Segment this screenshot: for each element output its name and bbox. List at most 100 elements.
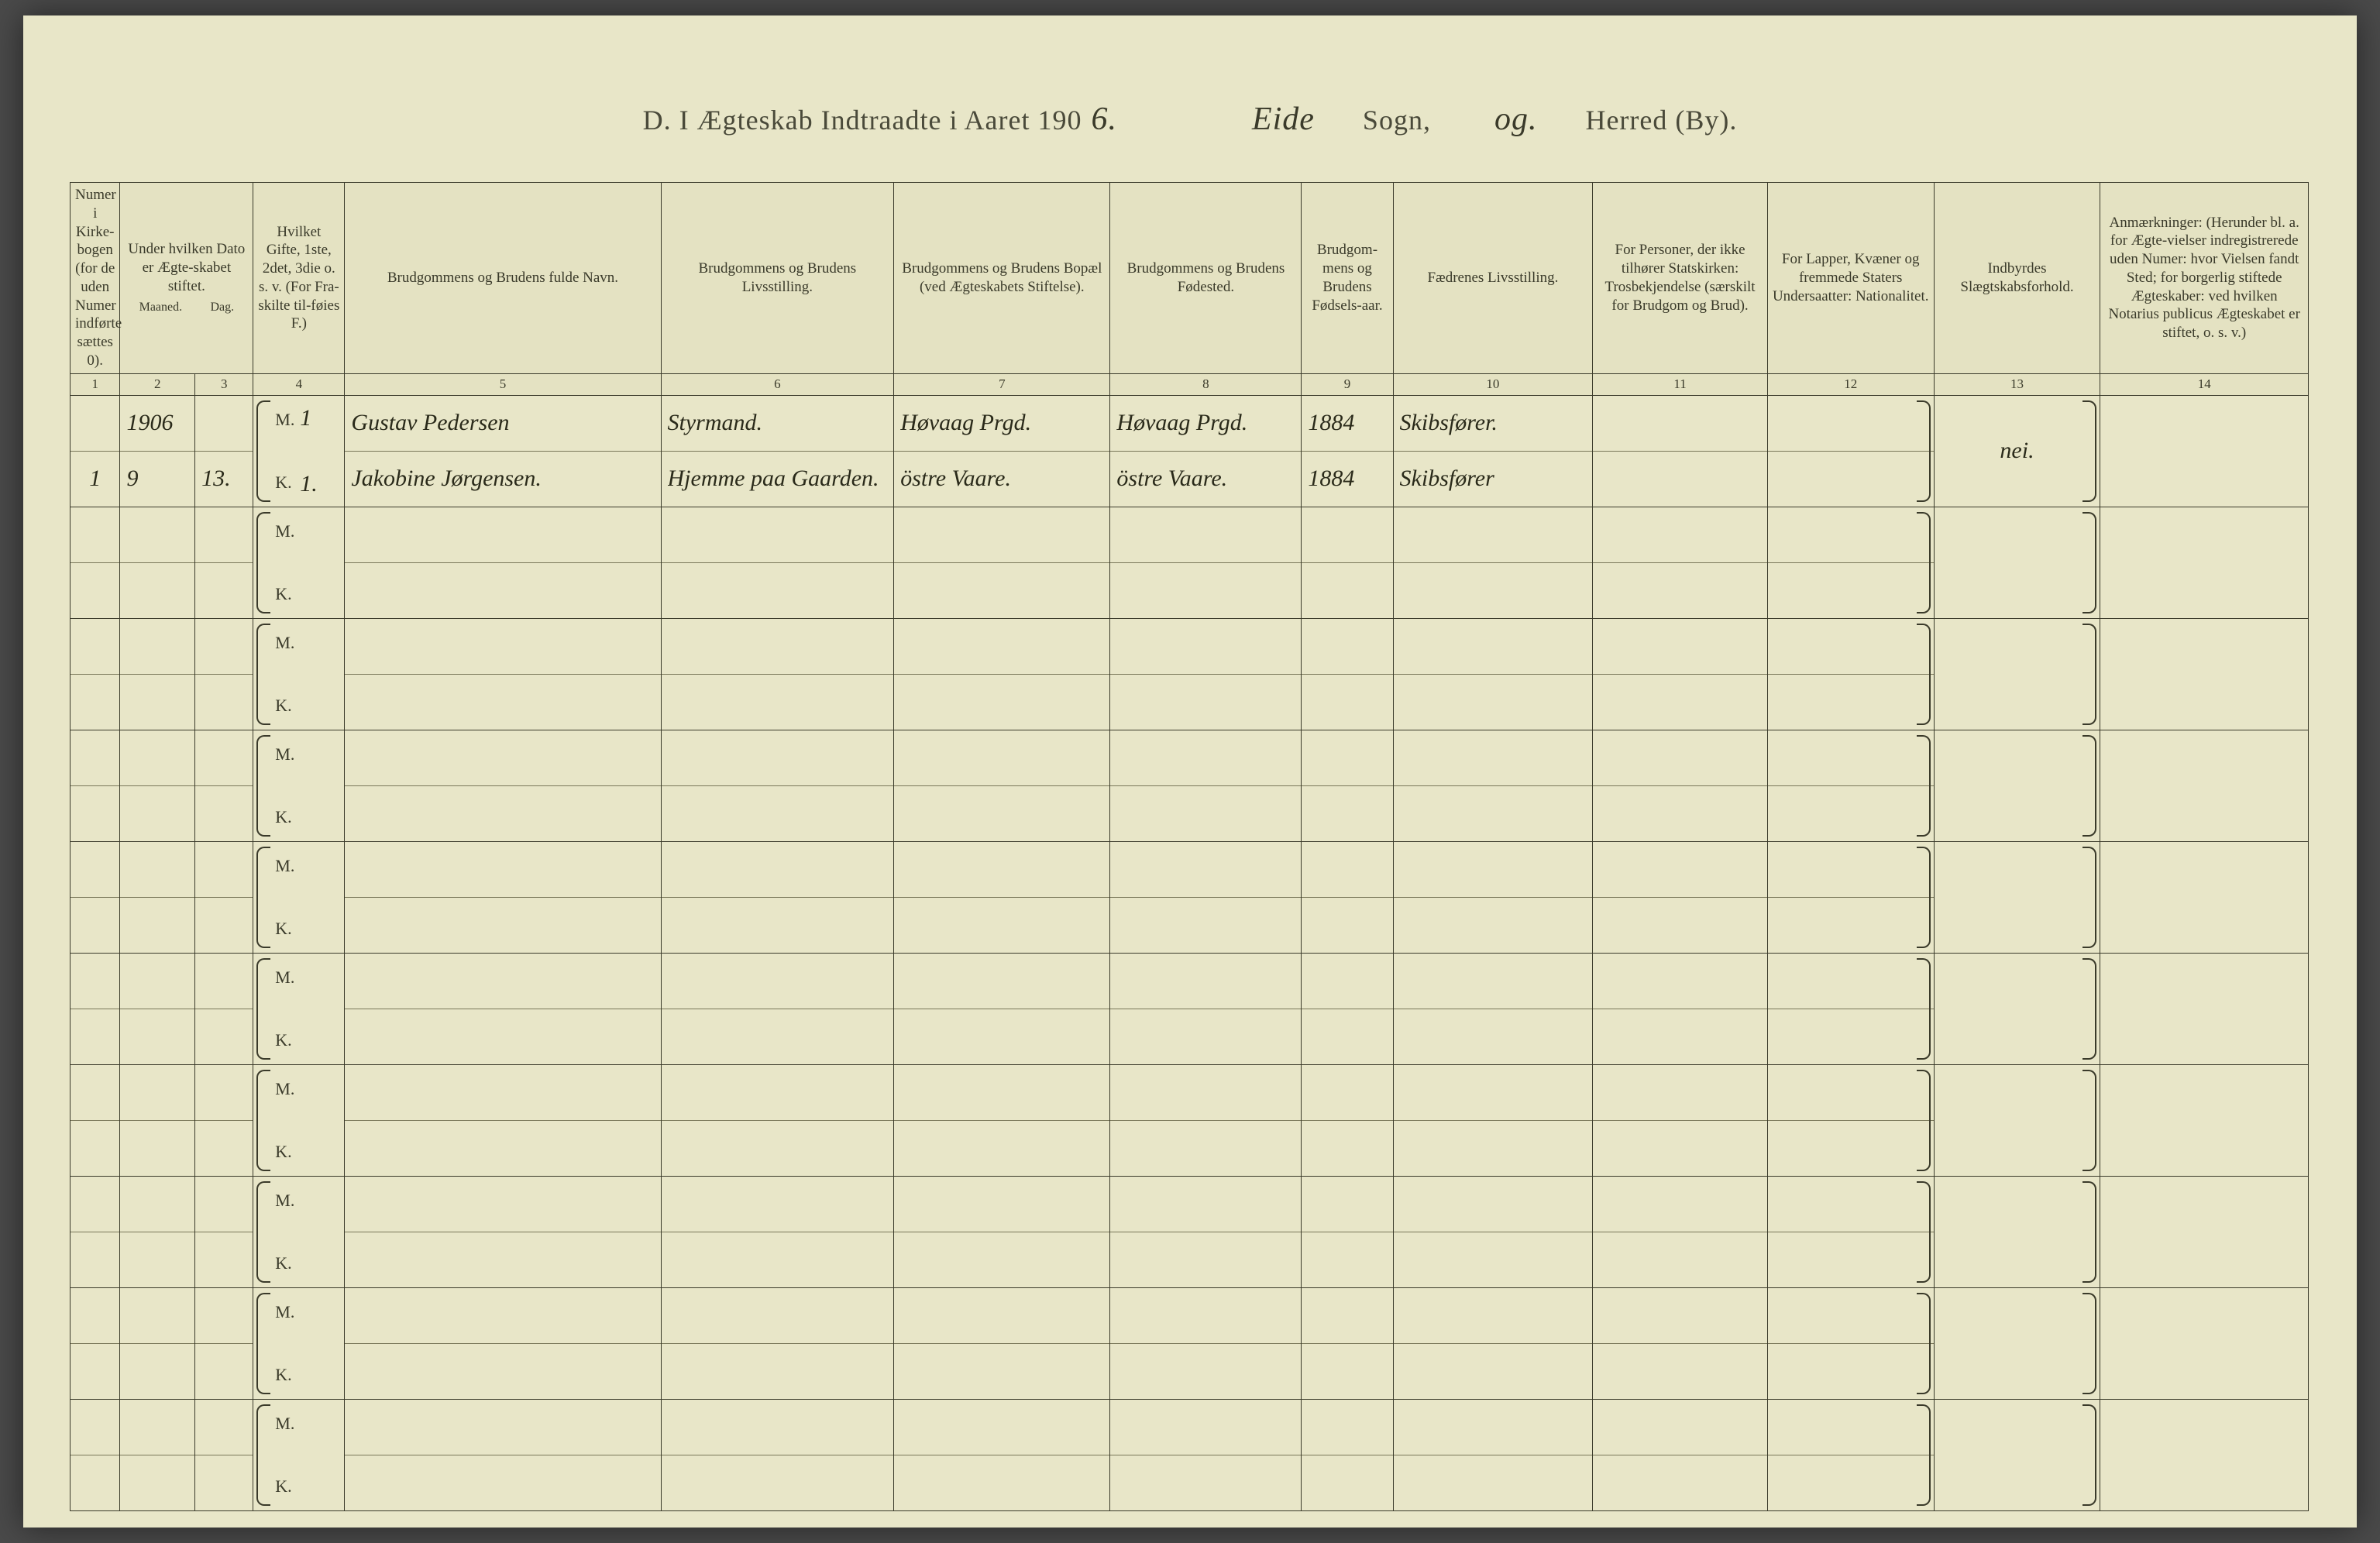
cell-anm (2100, 1064, 2309, 1176)
slaegt-value: nei. (1941, 423, 2094, 479)
brace-right (1917, 1404, 1931, 1506)
cell-navn-m (351, 954, 654, 1009)
cell-maaned (120, 953, 195, 1064)
cell-gifte: M.K. (253, 1176, 345, 1287)
th-2-3: Under hvilken Dato er Ægte-skabet stifte… (120, 183, 253, 374)
cell-rownum (71, 1287, 120, 1399)
cell-nat (1767, 618, 1934, 730)
cell-dag-k (201, 1232, 246, 1287)
brace-right (2082, 1181, 2096, 1283)
cell-fodested (1110, 1176, 1302, 1287)
brace-left (256, 1404, 270, 1506)
ledger-table-wrap: Numer i Kirke-bogen (for de uden Numer i… (70, 182, 2309, 1511)
label-m: M. (275, 410, 294, 430)
brace-right (1917, 1293, 1931, 1394)
cell-tros-m (1599, 396, 1761, 452)
rownum-value (77, 674, 113, 730)
anm-value (2107, 1177, 2302, 1232)
cell-anm (2100, 841, 2309, 953)
cell-tros-m (1599, 1400, 1761, 1455)
row-midline (71, 785, 119, 786)
cell-faedre-k (1400, 1009, 1587, 1064)
gifte-k: 1. (300, 471, 318, 497)
cell-livsstilling (661, 1399, 894, 1510)
cell-bopael-m (900, 507, 1103, 563)
label-m: M. (275, 744, 294, 765)
cell-tros-k (1599, 674, 1761, 730)
cn-6: 6 (661, 373, 894, 395)
cell-navn-m (351, 730, 654, 786)
table-row: M.K. (71, 618, 2309, 730)
label-k: K. (275, 1476, 291, 1497)
brace-left (256, 1070, 270, 1171)
cell-dag (195, 1176, 253, 1287)
cell-dag-k (201, 1120, 246, 1176)
cell-maaned-k (126, 1120, 188, 1176)
cell-bopael-k (900, 1232, 1103, 1287)
cell-dag-m (201, 730, 246, 786)
brace-right (1917, 1070, 1931, 1171)
cn-5: 5 (345, 373, 661, 395)
cell-slaegt (1934, 1399, 2100, 1510)
cell-fodselsaar-k (1308, 674, 1386, 730)
cell-fodested (1110, 1287, 1302, 1399)
cell-tros-k (1599, 451, 1761, 507)
cell-maaned-m (126, 619, 188, 675)
header-year-suffix: 6. (1082, 101, 1126, 138)
cell-dag-k (201, 897, 246, 953)
cell-faedre (1393, 1064, 1593, 1176)
brace-right (2082, 512, 2096, 613)
cell-maaned-k (126, 1232, 188, 1287)
cell-dag (195, 841, 253, 953)
cell-navn-m (351, 842, 654, 898)
cell-fodselsaar-m (1308, 1065, 1386, 1121)
cell-tros-m (1599, 507, 1761, 563)
cell-gifte: M.K. (253, 1287, 345, 1399)
anm-value (2107, 1288, 2302, 1344)
cell-fodselsaar-k: 1884 (1308, 451, 1386, 507)
cell-rownum (71, 1064, 120, 1176)
cell-tros (1593, 507, 1768, 618)
cn-7: 7 (894, 373, 1110, 395)
cell-navn: Gustav PedersenJakobine Jørgensen. (345, 395, 661, 507)
cell-nat-k (1774, 785, 1928, 841)
th-4: Hvilket Gifte, 1ste, 2det, 3die o. s. v.… (253, 183, 345, 374)
cell-slaegt (1934, 953, 2100, 1064)
table-row: 11906913.M.K.11.Gustav PedersenJakobine … (71, 395, 2309, 507)
cell-faedre-k (1400, 1343, 1587, 1399)
cell-fodested (1110, 841, 1302, 953)
cell-faedre-k: Skibsfører (1400, 451, 1587, 507)
cell-livsstilling-k (668, 785, 888, 841)
cell-livsstilling (661, 730, 894, 841)
cell-bopael-m: Høvaag Prgd. (900, 396, 1103, 452)
cell-nat (1767, 1176, 1934, 1287)
cell-faedre-m (1400, 1288, 1587, 1344)
label-m: M. (275, 856, 294, 876)
cell-livsstilling-m: Styrmand. (668, 396, 888, 452)
cell-dag: 13. (195, 395, 253, 507)
cn-13: 13 (1934, 373, 2100, 395)
cell-gifte: M.K. (253, 618, 345, 730)
cn-11: 11 (1593, 373, 1768, 395)
rownum-value (77, 1455, 113, 1510)
cell-anm (2100, 618, 2309, 730)
rownum-value (77, 1232, 113, 1287)
cell-gifte: M.K. (253, 1399, 345, 1510)
cell-livsstilling-m (668, 1400, 888, 1455)
cell-rownum (71, 1176, 120, 1287)
cell-livsstilling-k (668, 1343, 888, 1399)
label-k: K. (275, 1253, 291, 1273)
cell-tros (1593, 730, 1768, 841)
th-2-sub-a: Maaned. (139, 300, 183, 315)
cell-faedre (1393, 1287, 1593, 1399)
cell-nat-k (1774, 1455, 1928, 1510)
cell-livsstilling (661, 953, 894, 1064)
cell-dag-k: 13. (201, 451, 246, 507)
slaegt-value (1941, 646, 2094, 702)
label-k: K. (275, 1142, 291, 1162)
label-m: M. (275, 1302, 294, 1322)
cell-dag-k (201, 674, 246, 730)
brace-left (256, 735, 270, 837)
row-midline (71, 674, 119, 675)
cell-bopael (894, 618, 1110, 730)
